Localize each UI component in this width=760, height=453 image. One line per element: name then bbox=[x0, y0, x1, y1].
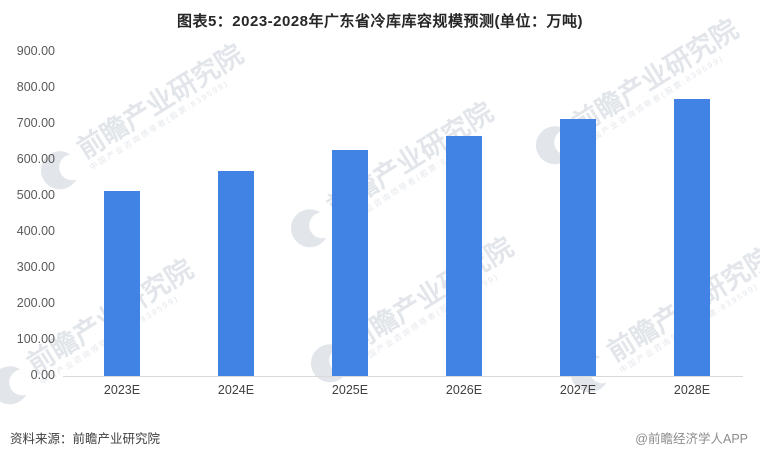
x-tick-label: 2027E bbox=[559, 383, 597, 397]
x-axis: 2023E 2024E 2025E 2026E 2027E 2028E bbox=[65, 383, 749, 397]
bar bbox=[560, 118, 596, 376]
bar-cell bbox=[407, 52, 521, 376]
y-tick-label: 600.00 bbox=[16, 152, 55, 166]
x-tick-label: 2026E bbox=[445, 383, 483, 397]
bar-cell bbox=[179, 52, 293, 376]
x-tick-label: 2028E bbox=[673, 383, 711, 397]
y-tick-label: 0.00 bbox=[30, 368, 55, 382]
bar bbox=[446, 135, 482, 376]
y-tick-label: 300.00 bbox=[16, 260, 55, 274]
credit-note: @前瞻经济学人APP bbox=[635, 432, 748, 446]
bars-area bbox=[65, 52, 749, 376]
y-tick-label: 900.00 bbox=[16, 44, 55, 58]
y-tick-label: 200.00 bbox=[16, 296, 55, 310]
x-axis-line bbox=[63, 376, 743, 377]
x-tick-label: 2023E bbox=[103, 383, 141, 397]
bar bbox=[104, 190, 140, 376]
bar bbox=[674, 98, 710, 376]
x-tick-label: 2025E bbox=[331, 383, 369, 397]
x-tick-label: 2024E bbox=[217, 383, 255, 397]
source-note: 资料来源：前瞻产业研究院 bbox=[10, 432, 161, 446]
y-tick-label: 700.00 bbox=[16, 116, 55, 130]
bar-cell bbox=[521, 52, 635, 376]
bar-cell bbox=[635, 52, 749, 376]
y-tick-label: 400.00 bbox=[16, 224, 55, 238]
y-tick-label: 100.00 bbox=[16, 332, 55, 346]
y-tick-label: 800.00 bbox=[16, 80, 55, 94]
chart-title: 图表5：2023-2028年广东省冷库库容规模预测(单位：万吨) bbox=[176, 13, 584, 30]
bar-cell bbox=[293, 52, 407, 376]
bar bbox=[218, 170, 254, 376]
bar-cell bbox=[65, 52, 179, 376]
y-tick-label: 500.00 bbox=[16, 188, 55, 202]
bar bbox=[332, 150, 368, 376]
